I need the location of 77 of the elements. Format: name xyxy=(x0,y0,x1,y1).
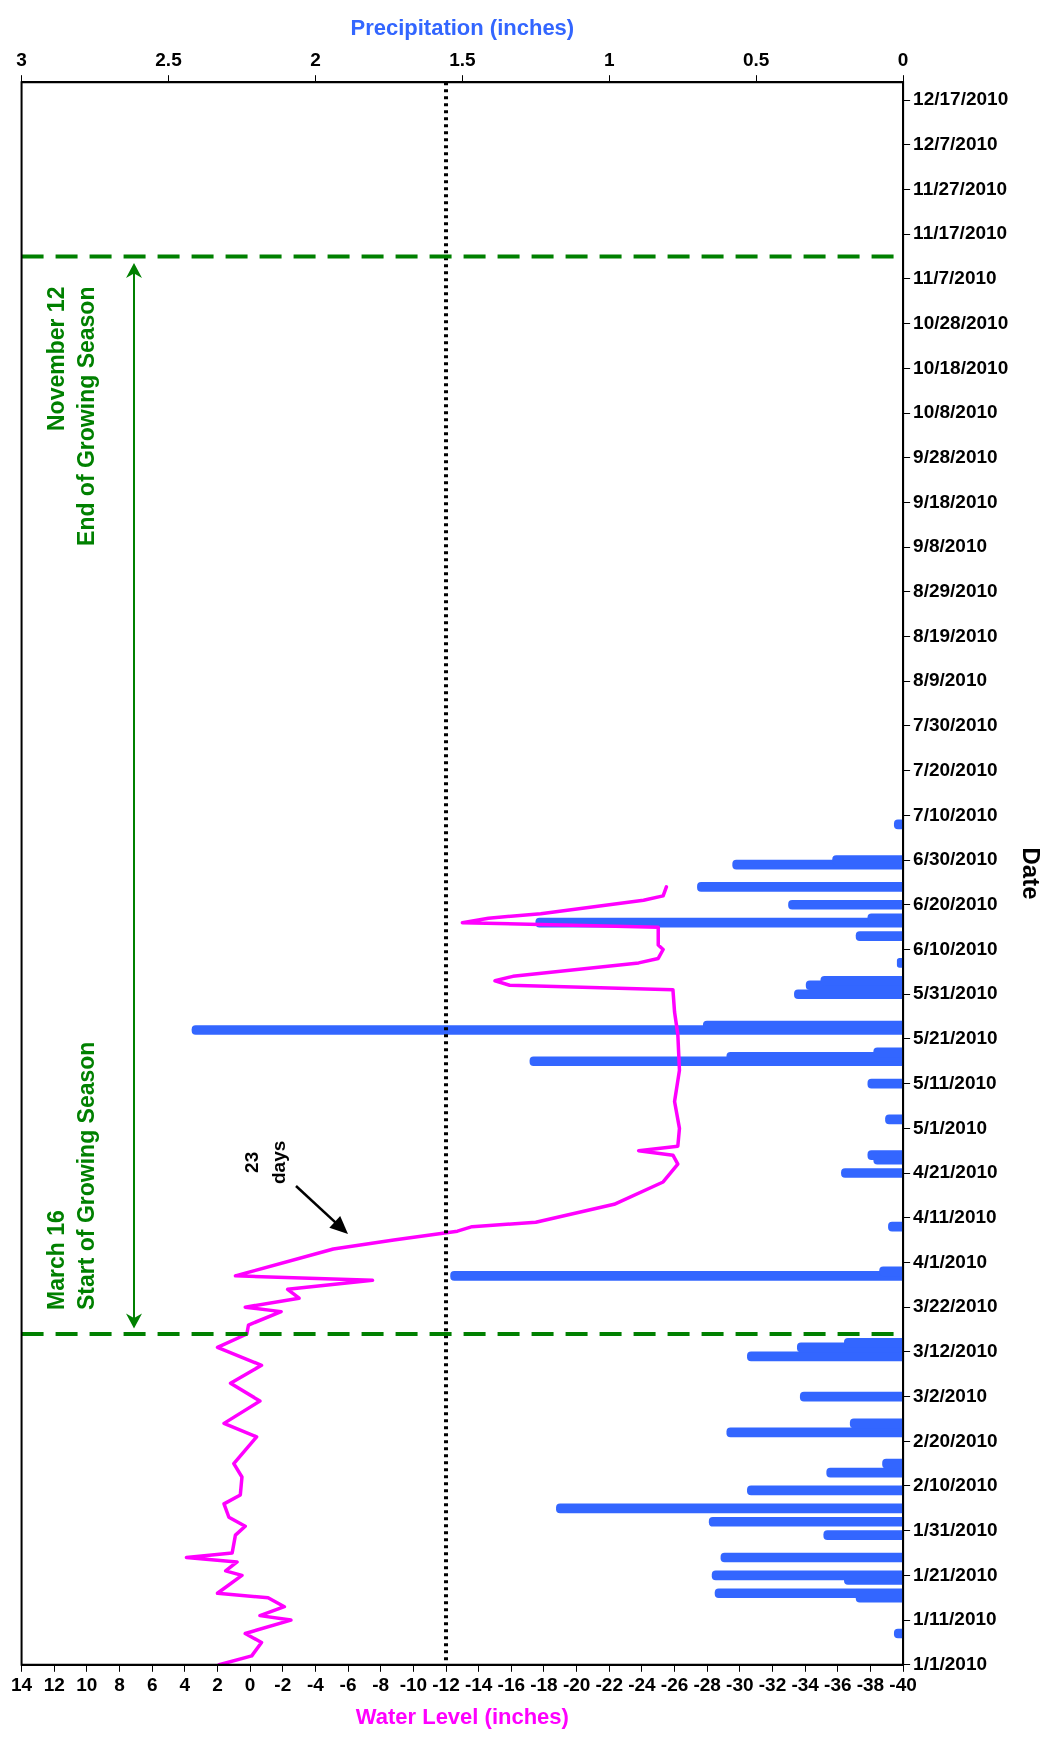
y-tick-label: 10/28/2010 xyxy=(913,311,1009,333)
y-tick-label: 8/9/2010 xyxy=(913,669,988,691)
x-tick-label: -2 xyxy=(274,1674,292,1696)
y-tick-label: 7/20/2010 xyxy=(913,758,998,780)
x2-tick-label: 2 xyxy=(310,49,321,71)
ref-line-label: November 12 End of Growing Season xyxy=(42,286,99,546)
x-tick-label: 14 xyxy=(11,1674,33,1696)
ref-line-label: March 16 Start of Growing Season xyxy=(42,1041,99,1310)
y-tick-label: 2/10/2010 xyxy=(913,1474,998,1496)
y-tick-label: 6/20/2010 xyxy=(913,893,998,915)
x-tick-label: 8 xyxy=(114,1674,125,1696)
y-tick-label: 9/8/2010 xyxy=(913,535,988,557)
x-tick-label: 2 xyxy=(212,1674,223,1696)
x2-tick-label: 0.5 xyxy=(742,49,770,71)
y-tick-label: 1/21/2010 xyxy=(913,1563,998,1585)
y-tick-label: 4/11/2010 xyxy=(913,1205,997,1227)
y-tick-label: 3/22/2010 xyxy=(913,1295,998,1317)
x2-tick-label: 0 xyxy=(897,49,909,71)
x2-tick-label: 2.5 xyxy=(155,49,183,71)
y-tick-label: 2/20/2010 xyxy=(913,1429,998,1451)
y-tick-label: 1/11/2010 xyxy=(913,1608,997,1630)
y-tick-label: 11/27/2010 xyxy=(913,177,1008,199)
y-tick-label: 4/21/2010 xyxy=(913,1161,998,1183)
x-tick-label: -30 xyxy=(726,1674,754,1696)
y-tick-label: 5/31/2010 xyxy=(913,982,998,1004)
x-tick-label: -18 xyxy=(530,1674,558,1696)
y-tick-label: 4/1/2010 xyxy=(913,1250,988,1272)
x-tick-label: -28 xyxy=(693,1674,721,1696)
x-tick-label: -10 xyxy=(399,1674,428,1696)
y-tick-label: 3/12/2010 xyxy=(913,1340,998,1362)
x-tick-label: -40 xyxy=(889,1674,917,1696)
y-tick-label: 5/11/2010 xyxy=(913,1071,997,1093)
x2-tick-label: 1 xyxy=(603,49,615,71)
x-tick-label: 4 xyxy=(179,1674,191,1696)
x-tick-label: -36 xyxy=(824,1674,852,1696)
y-tick-label: 9/18/2010 xyxy=(913,490,998,512)
y-tick-label: 1/31/2010 xyxy=(913,1518,998,1540)
y-tick-label: 5/21/2010 xyxy=(913,1027,998,1049)
y-axis-title: Date xyxy=(1017,847,1045,900)
y-tick-label: 8/19/2010 xyxy=(913,624,998,646)
x2-axis-title: Precipitation (inches) xyxy=(350,15,575,41)
y-tick-label: 1/1/2010 xyxy=(913,1653,988,1675)
y-tick-label: 5/1/2010 xyxy=(913,1116,988,1138)
x-tick-label: -4 xyxy=(306,1674,325,1696)
x-tick-label: -32 xyxy=(758,1674,787,1696)
y-tick-label: 3/2/2010 xyxy=(913,1384,988,1406)
x-tick-label: -26 xyxy=(660,1674,689,1696)
x-tick-label: 0 xyxy=(244,1674,256,1696)
x-tick-label: -6 xyxy=(339,1674,357,1696)
x2-tick-label: 3 xyxy=(16,49,27,71)
x-tick-label: -12 xyxy=(432,1674,460,1696)
y-tick-label: 6/30/2010 xyxy=(913,848,998,870)
x-tick-label: 6 xyxy=(146,1674,158,1696)
x2-tick-label: 1.5 xyxy=(449,49,476,71)
annotation: 23 days xyxy=(240,1140,289,1184)
x-tick-label: 12 xyxy=(43,1674,65,1696)
x-tick-label: -16 xyxy=(497,1674,526,1696)
x-axis-title: Water Level (inches) xyxy=(355,1703,569,1729)
y-tick-label: 12/17/2010 xyxy=(913,88,1009,110)
y-tick-label: 12/7/2010 xyxy=(913,133,998,155)
x-tick-label: -22 xyxy=(595,1674,623,1696)
x-tick-label: -34 xyxy=(791,1674,820,1696)
x-tick-label: -8 xyxy=(372,1674,390,1696)
x-tick-label: 10 xyxy=(76,1674,98,1696)
x-tick-label: -20 xyxy=(562,1674,591,1696)
y-tick-label: 10/18/2010 xyxy=(913,356,1009,378)
y-tick-label: 11/17/2010 xyxy=(913,222,1008,244)
y-tick-label: 7/10/2010 xyxy=(913,803,998,825)
x-tick-label: -24 xyxy=(628,1674,657,1696)
y-tick-label: 8/29/2010 xyxy=(913,580,998,602)
y-tick-label: 7/30/2010 xyxy=(913,714,998,736)
y-tick-label: 9/28/2010 xyxy=(913,445,998,467)
y-tick-label: 6/10/2010 xyxy=(913,937,998,959)
y-tick-label: 11/7/2010 xyxy=(913,267,997,289)
x-tick-label: -14 xyxy=(464,1674,493,1696)
x-tick-label: -38 xyxy=(856,1674,885,1696)
y-tick-label: 10/8/2010 xyxy=(913,401,998,423)
